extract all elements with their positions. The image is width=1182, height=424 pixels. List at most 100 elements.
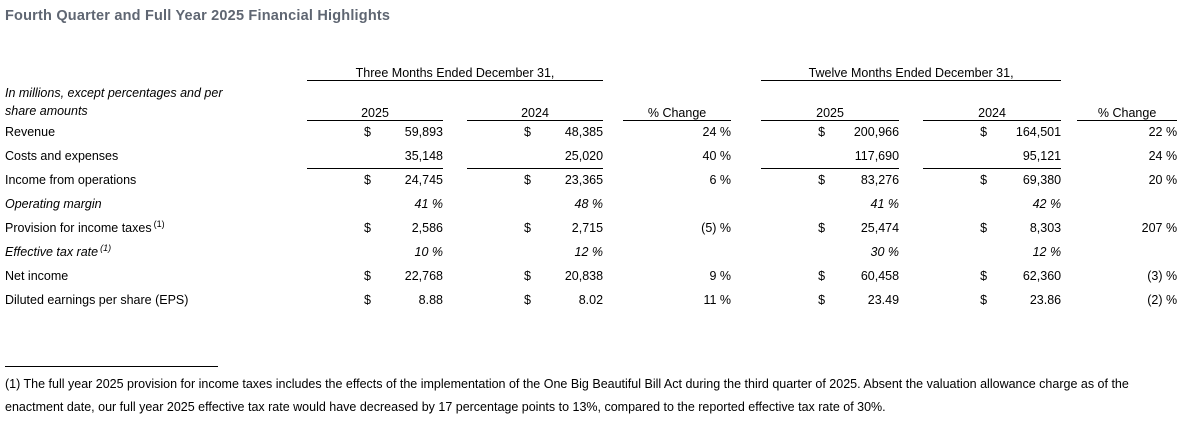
value-cell: 69,380 bbox=[1022, 173, 1062, 188]
col-spacer bbox=[899, 80, 923, 120]
col-spacer bbox=[899, 168, 923, 192]
value-cell: 20,838 bbox=[564, 269, 604, 283]
col-spacer bbox=[603, 216, 623, 240]
dollar-sign: $ bbox=[818, 221, 826, 235]
col-header-12m-pct-change: % Change bbox=[1077, 80, 1178, 121]
table-body: Revenue $59,893 $48,385 24 % $200,966 $164,50… bbox=[5, 120, 1177, 312]
col-spacer bbox=[623, 46, 731, 80]
value-cell: 200,966 bbox=[853, 125, 900, 140]
dollar-sign bbox=[467, 144, 531, 169]
col-header-3m-pct-change: % Change bbox=[623, 80, 732, 121]
row-label: Costs and expenses bbox=[5, 149, 119, 163]
col-spacer bbox=[1077, 46, 1177, 80]
footnote-divider bbox=[5, 366, 218, 367]
group-spacer bbox=[731, 120, 761, 144]
col-spacer bbox=[603, 264, 623, 288]
value-cell: 164,501 bbox=[1015, 125, 1062, 140]
value-cell: 12 % bbox=[1032, 245, 1062, 259]
group-header-twelve-months: Twelve Months Ended December 31, bbox=[761, 46, 1062, 81]
col-header-3m-2024: 2024 bbox=[467, 80, 604, 121]
dollar-sign bbox=[923, 240, 987, 264]
group-spacer bbox=[731, 144, 761, 168]
col-spacer bbox=[1061, 168, 1077, 192]
value-cell: 23.86 bbox=[1029, 293, 1062, 307]
row-label: Revenue bbox=[5, 125, 56, 139]
dollar-sign bbox=[761, 240, 825, 264]
value-cell: 42 % bbox=[1032, 197, 1062, 211]
dollar-sign: $ bbox=[980, 125, 988, 140]
col-spacer bbox=[443, 240, 467, 264]
pct-change-cell: 24 % bbox=[702, 125, 732, 140]
pct-change-cell: 24 % bbox=[1148, 149, 1178, 163]
value-cell: 2,715 bbox=[571, 221, 604, 235]
table-row: Net income $22,768 $20,838 9 % $60,458 $62,36… bbox=[5, 264, 1177, 288]
value-cell: 30 % bbox=[870, 245, 900, 259]
dollar-sign bbox=[307, 192, 371, 216]
value-cell: 12 % bbox=[574, 245, 604, 259]
value-cell: 59,893 bbox=[404, 125, 443, 140]
footnote-ref: (1) bbox=[100, 242, 112, 253]
table-row: Revenue $59,893 $48,385 24 % $200,966 $164,50… bbox=[5, 120, 1177, 144]
value-cell: 23.49 bbox=[867, 293, 900, 307]
table-row: Diluted earnings per share (EPS) $8.88 $8.… bbox=[5, 288, 1177, 312]
col-spacer bbox=[899, 216, 923, 240]
col-spacer bbox=[603, 120, 623, 144]
value-cell: 8.88 bbox=[418, 293, 443, 307]
dollar-sign: $ bbox=[980, 293, 988, 307]
pct-change-cell: (3) % bbox=[1147, 269, 1178, 283]
col-spacer bbox=[899, 120, 923, 144]
col-spacer bbox=[443, 144, 467, 168]
group-spacer bbox=[731, 80, 761, 120]
group-header-row: In millions, except percentages and per … bbox=[5, 46, 1177, 118]
dollar-sign: $ bbox=[818, 125, 826, 140]
group-spacer bbox=[731, 168, 761, 192]
dollar-sign: $ bbox=[524, 269, 531, 283]
col-spacer bbox=[1061, 144, 1077, 168]
row-label: Income from operations bbox=[5, 173, 137, 187]
pct-change-cell: 22 % bbox=[1148, 125, 1178, 140]
pct-change-cell: 40 % bbox=[702, 149, 732, 163]
table-row: Income from operations $24,745 $23,365 6 % $… bbox=[5, 168, 1177, 192]
value-cell: 8,303 bbox=[1029, 221, 1062, 235]
dollar-sign bbox=[467, 192, 531, 216]
value-cell: 35,148 bbox=[371, 144, 443, 169]
page-title: Fourth Quarter and Full Year 2025 Financ… bbox=[5, 8, 391, 24]
group-header-three-months: Three Months Ended December 31, bbox=[307, 46, 604, 81]
value-cell: 48,385 bbox=[564, 125, 604, 140]
col-spacer bbox=[1061, 240, 1077, 264]
dollar-sign bbox=[761, 192, 825, 216]
dollar-sign: $ bbox=[818, 269, 826, 283]
value-cell: 83,276 bbox=[860, 173, 900, 188]
col-spacer bbox=[603, 168, 623, 192]
table-header: In millions, except percentages and per … bbox=[5, 46, 1178, 121]
col-spacer bbox=[443, 264, 467, 288]
dollar-sign: $ bbox=[364, 125, 371, 140]
row-label: Net income bbox=[5, 269, 69, 283]
units-note: In millions, except percentages and per … bbox=[5, 46, 307, 120]
table-row: Provision for income taxes (1) $2,586 $2,71… bbox=[5, 216, 1177, 240]
dollar-sign bbox=[467, 240, 531, 264]
dollar-sign bbox=[923, 144, 988, 169]
dollar-sign: $ bbox=[524, 173, 531, 188]
col-spacer bbox=[603, 288, 623, 312]
dollar-sign: $ bbox=[980, 269, 988, 283]
group-spacer bbox=[731, 192, 761, 216]
dollar-sign bbox=[307, 144, 371, 169]
col-header-3m-2025: 2025 bbox=[307, 80, 443, 121]
value-cell: 23,365 bbox=[564, 173, 604, 188]
value-cell: 2,586 bbox=[411, 221, 443, 235]
pct-change-cell bbox=[1077, 192, 1177, 216]
value-cell: 25,020 bbox=[531, 144, 604, 169]
col-spacer bbox=[899, 144, 923, 168]
col-spacer bbox=[443, 192, 467, 216]
col-spacer bbox=[1061, 120, 1077, 144]
value-cell: 24,745 bbox=[404, 173, 443, 188]
col-spacer bbox=[899, 264, 923, 288]
col-spacer bbox=[1061, 264, 1077, 288]
col-spacer bbox=[899, 240, 923, 264]
col-spacer bbox=[603, 240, 623, 264]
value-cell: 41 % bbox=[414, 197, 444, 211]
pct-change-cell bbox=[623, 192, 731, 216]
pct-change-cell bbox=[1077, 240, 1177, 264]
